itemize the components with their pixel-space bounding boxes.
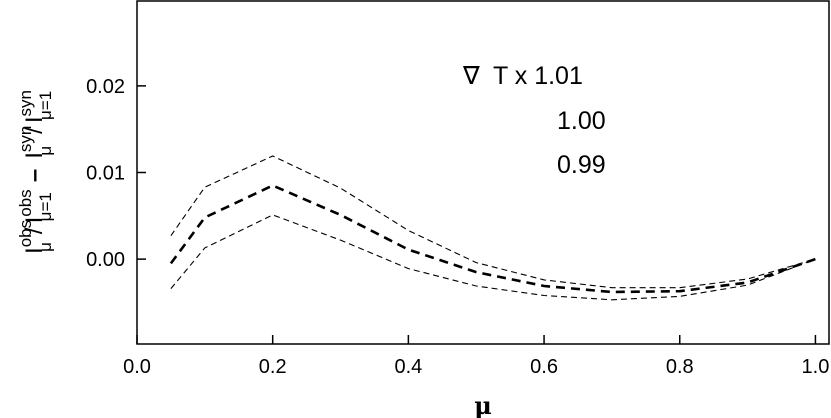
series-group	[169, 155, 816, 301]
y-tick-label: 0.02	[86, 76, 125, 98]
y-label-mu1-b: μ=1	[36, 91, 55, 120]
y-label-mu2: μ	[36, 146, 55, 156]
series-line-1-01	[170, 155, 816, 289]
y-axis-title: Iobsμ/Iobsμ=1–Isynμ/Isynμ=1	[16, 90, 55, 254]
y-label-slash1: /	[21, 227, 48, 234]
x-axis-title: μ	[474, 391, 492, 418]
y-label-obs1: obs	[16, 220, 35, 247]
annotation-line-1: T x 1.01	[493, 62, 583, 90]
series-line-0-99	[170, 214, 816, 301]
y-label-obs2: obs	[16, 189, 35, 216]
plot-frame	[136, 0, 830, 345]
x-tick-label: 0.4	[394, 356, 422, 378]
x-tick-label: 0.0	[123, 356, 151, 378]
x-tick-label: 1.0	[802, 356, 830, 378]
y-label-I3: I	[21, 152, 48, 159]
annotation: ∇ T x 1.01 1.00 0.99	[462, 62, 606, 179]
y-label-syn1: syn	[16, 126, 35, 152]
y-label-mu1-a: μ=1	[36, 192, 55, 221]
x-axis: 0.0 0.2 0.4 0.6 0.8 1.0	[123, 335, 829, 378]
annotation-line-3: 0.99	[557, 151, 606, 179]
y-label-minus: –	[21, 169, 48, 182]
y-label-I1: I	[21, 247, 48, 254]
annotation-symbol: ∇	[462, 62, 480, 90]
x-tick-label: 0.6	[530, 356, 558, 378]
y-label-I2: I	[21, 217, 48, 224]
annotation-line-2: 1.00	[557, 107, 606, 135]
y-label-I4: I	[21, 116, 48, 123]
x-tick-label: 0.2	[259, 356, 287, 378]
x-tick-label: 0.8	[666, 356, 694, 378]
y-label-syn2: syn	[16, 90, 35, 116]
y-tick-label: 0.01	[86, 163, 125, 185]
y-tick-label: 0.00	[86, 249, 125, 271]
y-label-mu1: μ	[36, 242, 55, 252]
series-line-1-00	[169, 184, 816, 294]
svg-text:Iobsμ/Iobsμ=1–Isynμ/Isynμ=1: Iobsμ/Iobsμ=1–Isynμ/Isynμ=1	[16, 90, 55, 254]
y-axis: 0.00 0.01 0.02	[86, 76, 146, 271]
y-label-slash2: /	[21, 127, 48, 134]
